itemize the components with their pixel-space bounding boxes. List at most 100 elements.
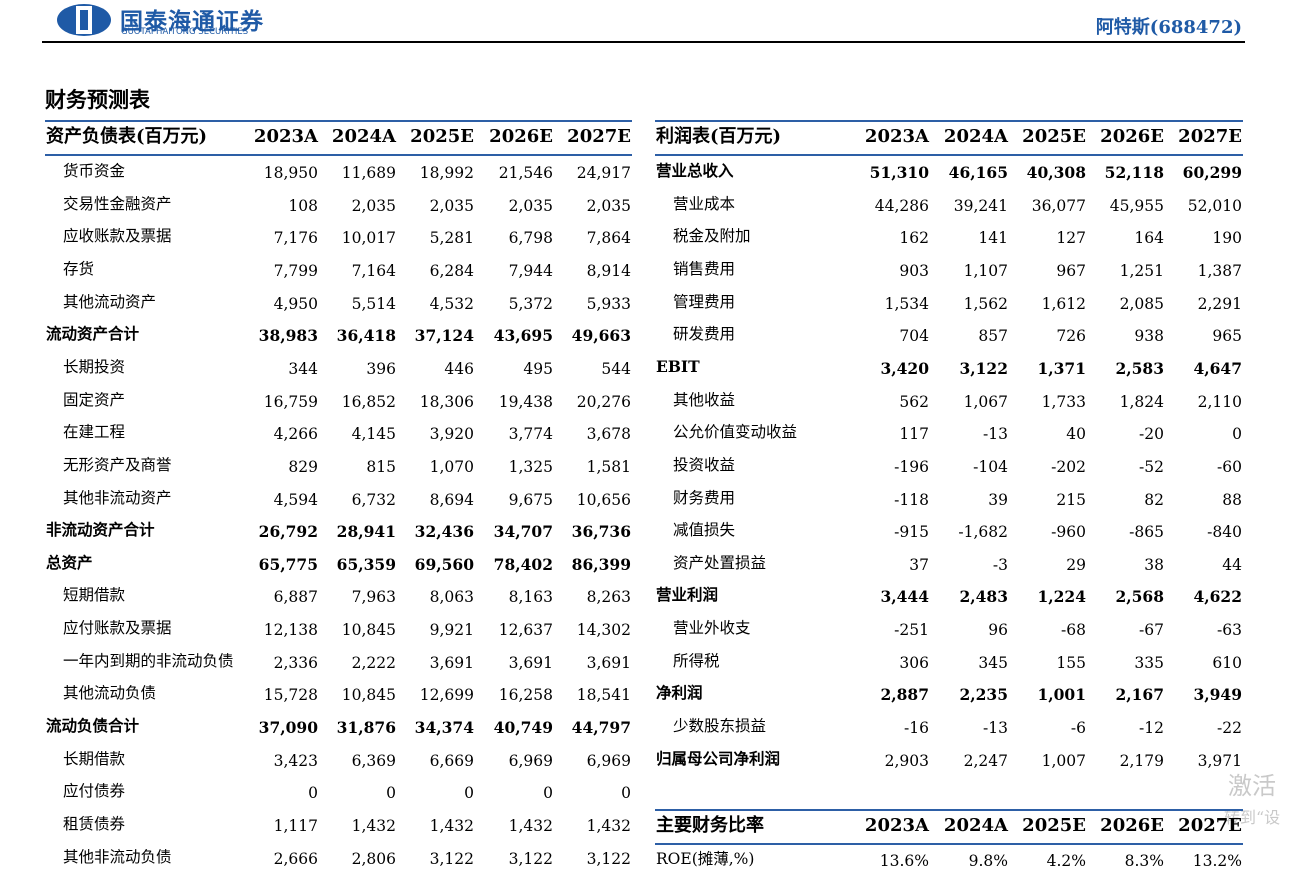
cell-value: 4,950 bbox=[273, 294, 318, 313]
cell-value: 967 bbox=[1056, 261, 1086, 280]
cell-value: 3,122 bbox=[959, 358, 1008, 378]
cell-value: -104 bbox=[973, 457, 1008, 476]
cell-value: 37,124 bbox=[414, 326, 474, 346]
row-label: 管理费用 bbox=[673, 292, 736, 311]
row-label: 营业利润 bbox=[656, 585, 719, 605]
row-label: 流动资产合计 bbox=[46, 324, 140, 344]
cell-value: 1,432 bbox=[508, 817, 553, 835]
row-label: 在建工程 bbox=[63, 423, 126, 442]
cell-value: 10,656 bbox=[576, 490, 631, 509]
cell-value: 0 bbox=[308, 784, 318, 803]
row-label: 减值损失 bbox=[673, 521, 736, 540]
cell-value: 4,594 bbox=[273, 490, 318, 509]
cell-value: 18,950 bbox=[263, 164, 318, 182]
cell-value: 37,090 bbox=[258, 718, 318, 738]
row-label: 营业总收入 bbox=[656, 161, 734, 180]
cell-value: -960 bbox=[1051, 523, 1086, 542]
column-header: 2025E bbox=[410, 126, 474, 147]
cell-value: 34,374 bbox=[414, 718, 474, 738]
cell-value: 34,707 bbox=[493, 522, 553, 542]
cell-value: -20 bbox=[1139, 425, 1164, 444]
cell-value: 8,163 bbox=[508, 588, 553, 607]
table-rule bbox=[655, 809, 1243, 811]
cell-value: 7,864 bbox=[586, 229, 631, 248]
cell-value: 345 bbox=[978, 653, 1008, 672]
cell-value: 38 bbox=[1144, 555, 1164, 574]
row-label: 无形资产及商誉 bbox=[63, 455, 172, 474]
cell-value: 5,281 bbox=[429, 229, 474, 248]
row-label: 营业成本 bbox=[673, 194, 736, 213]
cell-value: 49,663 bbox=[571, 326, 631, 346]
cell-value: -3 bbox=[992, 555, 1008, 574]
cell-value: 3,420 bbox=[880, 358, 929, 378]
row-label: 总资产 bbox=[46, 552, 93, 572]
cell-value: 36,736 bbox=[571, 522, 631, 542]
cell-value: 7,963 bbox=[351, 588, 396, 607]
cell-value: 0 bbox=[1232, 425, 1242, 444]
row-label: 短期借款 bbox=[63, 586, 126, 605]
cell-value: 21,546 bbox=[498, 164, 553, 182]
cell-value: 13.2% bbox=[1192, 852, 1242, 870]
table-rule bbox=[655, 120, 1243, 122]
cell-value: 69,560 bbox=[414, 554, 474, 574]
cell-value: 2,085 bbox=[1119, 294, 1164, 313]
company: 阿特斯(688472) bbox=[1095, 17, 1242, 38]
cell-value: 3,971 bbox=[1197, 751, 1242, 770]
row-label: 货币资金 bbox=[63, 162, 126, 180]
cell-value: 2,568 bbox=[1115, 587, 1164, 607]
cell-value: 1,001 bbox=[1037, 685, 1086, 705]
cell-value: 16,759 bbox=[263, 392, 318, 411]
page-title: 财务预测表 bbox=[45, 87, 150, 112]
cell-value: 6,732 bbox=[351, 490, 396, 509]
row-label: 其他非流动资产 bbox=[63, 488, 172, 507]
row-label: 其他非流动负债 bbox=[63, 847, 172, 866]
cell-value: 1,387 bbox=[1197, 261, 1242, 280]
cell-value: 16,258 bbox=[498, 686, 553, 705]
column-header: 2026E bbox=[1100, 126, 1164, 147]
cell-value: 13.6% bbox=[879, 852, 929, 870]
cell-value: -118 bbox=[894, 490, 929, 509]
cell-value: 2,336 bbox=[273, 653, 318, 672]
cell-value: 141 bbox=[978, 229, 1008, 248]
cell-value: 10,845 bbox=[341, 621, 396, 640]
row-label: 长期借款 bbox=[63, 749, 126, 768]
cell-value: 39,241 bbox=[953, 196, 1008, 215]
cell-value: -22 bbox=[1217, 719, 1242, 738]
cell-value: 857 bbox=[978, 327, 1008, 346]
cell-value: 7,944 bbox=[508, 261, 553, 280]
cell-value: 1,581 bbox=[586, 457, 631, 476]
cell-value: 306 bbox=[899, 653, 929, 672]
cell-value: 4,266 bbox=[273, 425, 318, 444]
cell-value: 8,694 bbox=[429, 490, 474, 509]
column-header: 2025E bbox=[1022, 815, 1086, 836]
cell-value: 19,438 bbox=[498, 392, 553, 411]
cell-value: 44,797 bbox=[571, 718, 631, 738]
row-label: 税金及附加 bbox=[673, 227, 751, 246]
cell-value: 37 bbox=[909, 555, 929, 574]
cell-value: 39 bbox=[988, 490, 1008, 509]
cell-value: 82 bbox=[1144, 490, 1164, 509]
cell-value: 40,749 bbox=[493, 718, 553, 738]
cell-value: 3,122 bbox=[508, 849, 553, 868]
cell-value: 3,678 bbox=[586, 425, 631, 444]
cell-value: 12,699 bbox=[419, 686, 474, 705]
cell-value: 2,806 bbox=[351, 849, 396, 868]
row-label: 投资收益 bbox=[673, 455, 736, 474]
cell-value: 2,035 bbox=[508, 196, 553, 215]
logo-subtitle: GUOTAI HAITONG SECURITIES bbox=[121, 27, 249, 37]
cell-value: 0 bbox=[621, 784, 631, 803]
cell-value: 164 bbox=[1134, 229, 1164, 248]
cell-value: 903 bbox=[899, 261, 929, 280]
logo-icon bbox=[57, 4, 111, 36]
cell-value: 4,622 bbox=[1193, 587, 1242, 607]
cell-value: 1,612 bbox=[1041, 294, 1086, 313]
cell-value: 1,534 bbox=[884, 294, 929, 313]
cell-value: -52 bbox=[1139, 457, 1164, 476]
cell-value: -1,682 bbox=[958, 523, 1008, 542]
cell-value: 6,369 bbox=[351, 751, 396, 770]
column-header: 2027E bbox=[1178, 126, 1242, 147]
cell-value: 16,852 bbox=[341, 392, 396, 411]
row-label: 应收账款及票据 bbox=[63, 227, 172, 246]
cell-value: 5,933 bbox=[586, 294, 631, 313]
cell-value: 1,070 bbox=[429, 457, 474, 476]
